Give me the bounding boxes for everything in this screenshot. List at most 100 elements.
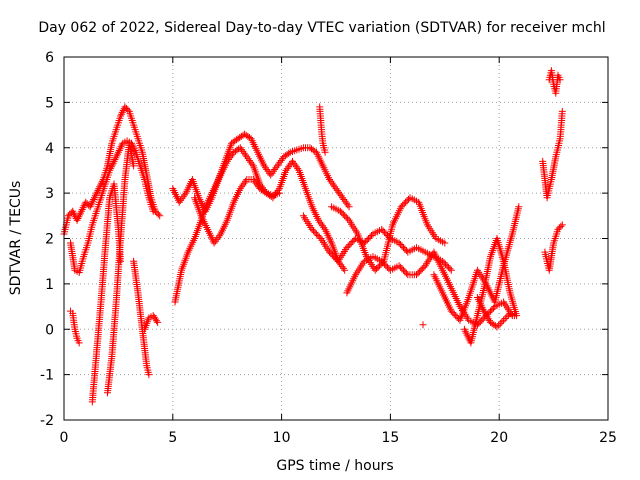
data-point-mid-band (397, 241, 405, 248)
data-point-low-band (397, 263, 405, 271)
data-point-mid-band-2 (399, 201, 407, 209)
data-point-mid-band-2 (397, 203, 405, 211)
data-point-upper (74, 215, 82, 222)
data-point-mid-band-2 (374, 263, 382, 271)
data-point-arc-a (333, 186, 341, 194)
gridlines (64, 57, 608, 420)
data-point-upper (121, 103, 129, 111)
data-point-mid-band (363, 236, 371, 244)
data-point-mid-band-2 (342, 213, 350, 221)
data-point-mid-band (327, 250, 335, 258)
data-point-upper (154, 210, 162, 218)
data-point-arc-b (239, 147, 247, 155)
data-point-mid-left (112, 154, 120, 162)
data-point-arc-a (339, 194, 346, 202)
data-point-low-band (384, 263, 391, 271)
data-point-arc-b (317, 220, 325, 228)
data-point-mid-band (395, 239, 403, 247)
data-point-upper (89, 197, 97, 205)
data-point-upper (77, 209, 84, 217)
data-point-mid-left (109, 159, 117, 167)
data-point-mid-band (328, 251, 336, 259)
y-tick-label: 2 (45, 232, 54, 248)
data-point-mid-band (346, 241, 354, 249)
data-point-arc-b (245, 157, 253, 164)
data-point-upper (91, 192, 99, 200)
data-point-arc-a (262, 164, 269, 172)
data-point-arc-c (210, 239, 218, 247)
data-point-upper (92, 190, 100, 198)
chart-title: Day 062 of 2022, Sidereal Day-to-day VTE… (38, 20, 605, 36)
data-point-arc-b (228, 150, 236, 158)
data-point-arc-a (332, 185, 340, 193)
data-point-mid-band-2 (441, 239, 449, 247)
x-tick-label: 10 (273, 430, 291, 446)
data-point-arc-a (341, 197, 349, 205)
data-point-arc-b (289, 157, 296, 165)
data-point-arc-a (177, 196, 185, 204)
data-point-mid-left (111, 156, 119, 163)
data-markers (60, 67, 566, 406)
data-point-arc-a (344, 201, 352, 209)
data-point-arc-a (345, 203, 353, 211)
data-point-upper (70, 209, 78, 217)
data-point-arc-c (253, 181, 261, 189)
data-point-low-band (401, 268, 409, 276)
data-point-mid-band-2 (336, 207, 344, 215)
y-tick-label: -2 (40, 413, 54, 429)
data-point-arc-b (341, 266, 349, 274)
data-point-mid-band (330, 253, 338, 261)
data-point-end-a (558, 107, 566, 115)
data-point-arc-b (320, 224, 328, 232)
data-point-arc-c (251, 177, 259, 185)
data-point-mid-left (115, 147, 123, 154)
data-point-arc-c (238, 183, 246, 191)
data-point-mid-band (381, 228, 389, 236)
data-point-mid-left (108, 161, 116, 169)
data-point-late-c (500, 316, 508, 324)
data-point-mid-band (447, 266, 455, 274)
data-point-arc-b (236, 144, 244, 152)
data-point-mid-band (366, 233, 374, 241)
data-point-mid-band (444, 263, 452, 271)
data-point-arc-b (282, 166, 290, 174)
data-point-mid-band (331, 254, 339, 262)
data-point-arc-c (275, 189, 283, 197)
data-point-arc-b (240, 149, 248, 157)
data-point-late-c (510, 312, 518, 320)
data-point-upper (75, 213, 83, 221)
data-point-dip-1 (117, 257, 125, 265)
data-point-arc-b (242, 151, 249, 159)
data-point-mid-band (311, 228, 319, 236)
data-point-upper (79, 204, 87, 212)
data-point-mid-band (400, 244, 407, 252)
y-tick-label: -1 (40, 368, 54, 384)
data-point-mid-band (349, 238, 357, 245)
data-point-arc-c (261, 188, 269, 196)
data-point-end-b (555, 224, 563, 232)
data-point-upper (97, 179, 105, 187)
y-axis-label: SDTVAR / TECUs (8, 181, 24, 296)
data-point-arc-c (215, 232, 223, 240)
x-axis-label: GPS time / hours (276, 458, 393, 474)
data-point-arc-b (227, 152, 235, 160)
data-point-arc-a (269, 167, 277, 175)
data-point-arc-b (243, 153, 251, 161)
data-point-isolated (419, 321, 427, 329)
data-point-mid-band (368, 232, 375, 239)
data-point-mid-band (314, 232, 322, 239)
data-point-mid-band (401, 245, 409, 253)
data-point-arc-c (240, 179, 248, 187)
data-point-arc-a (267, 171, 275, 179)
data-point-arc-c (242, 177, 249, 185)
data-point-arc-b (319, 222, 326, 230)
data-point-arc-b (337, 261, 345, 269)
x-tick-label: 25 (599, 430, 617, 446)
data-point-arc-a (342, 199, 350, 207)
data-point-late-a (447, 307, 455, 315)
data-point-mid-band (310, 227, 317, 235)
data-point-upper (153, 209, 161, 217)
data-point-late-c (495, 321, 503, 329)
data-point-arc-b (316, 218, 324, 226)
